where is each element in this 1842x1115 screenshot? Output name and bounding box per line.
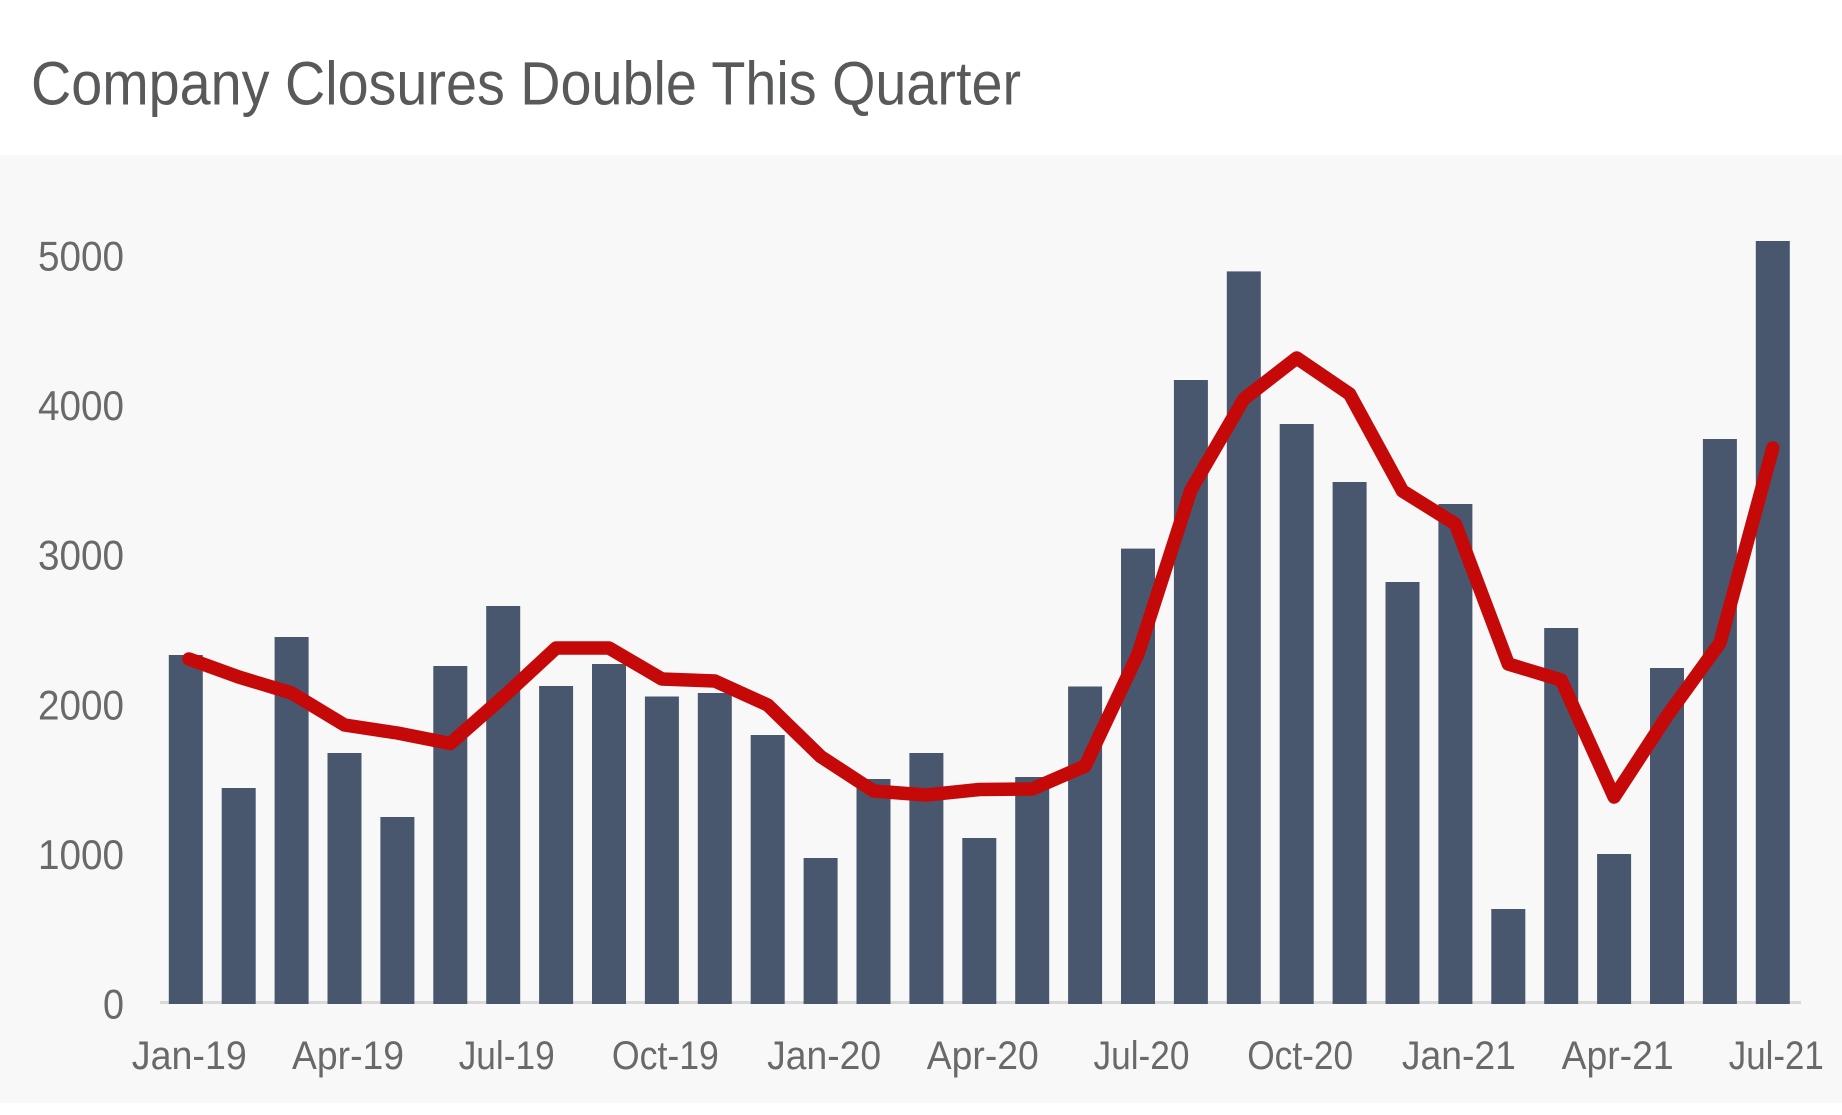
svg-text:Jan-21: Jan-21 <box>1402 1034 1516 1078</box>
svg-text:Jan-20: Jan-20 <box>767 1034 881 1078</box>
svg-text:Jul-19: Jul-19 <box>459 1034 555 1078</box>
svg-text:Company Closures Double This Q: Company Closures Double This Quarter <box>31 50 1021 118</box>
svg-text:Oct-20: Oct-20 <box>1247 1034 1353 1078</box>
svg-text:5000: 5000 <box>38 233 124 280</box>
svg-text:2000: 2000 <box>38 681 124 728</box>
svg-text:4000: 4000 <box>38 382 124 429</box>
svg-text:Jan-19: Jan-19 <box>132 1034 247 1078</box>
svg-text:Jul-21: Jul-21 <box>1729 1034 1824 1078</box>
svg-text:Oct-19: Oct-19 <box>612 1034 719 1078</box>
svg-text:Apr-21: Apr-21 <box>1562 1034 1674 1078</box>
svg-text:Apr-19: Apr-19 <box>292 1034 404 1078</box>
svg-text:Jul-20: Jul-20 <box>1094 1034 1190 1078</box>
svg-text:Apr-20: Apr-20 <box>927 1034 1039 1078</box>
svg-text:1000: 1000 <box>38 831 124 878</box>
svg-text:3000: 3000 <box>38 532 124 579</box>
svg-text:0: 0 <box>103 981 124 1028</box>
